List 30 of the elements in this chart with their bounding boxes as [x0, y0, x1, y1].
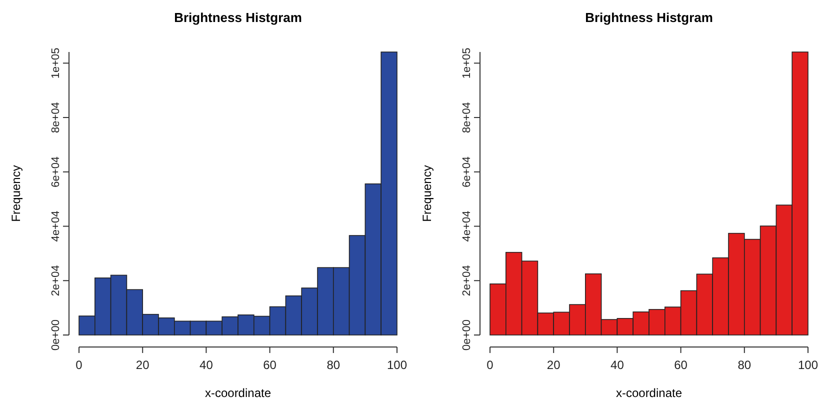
x-tick-label: 100 — [798, 358, 818, 372]
y-tick-label: 0e+00 — [461, 320, 473, 350]
y-tick-label: 0e+00 — [50, 320, 62, 350]
x-tick-label: 60 — [674, 358, 688, 372]
y-tick-label: 4e+04 — [50, 210, 62, 242]
y-tick-label: 1e+05 — [50, 48, 62, 79]
y-tick-label: 4e+04 — [461, 210, 473, 242]
y-tick-label: 2e+04 — [50, 265, 62, 296]
y-tick-label: 1e+05 — [461, 48, 473, 79]
y-tick-label: 6e+04 — [50, 156, 62, 188]
y-tick-label: 2e+04 — [461, 265, 473, 296]
y-tick-label: 8e+04 — [50, 102, 62, 133]
x-tick-label: 0 — [486, 358, 494, 372]
x-tick-label: 100 — [386, 358, 408, 372]
x-tick-label: 20 — [546, 358, 561, 372]
y-tick-label: 8e+04 — [461, 102, 473, 133]
x-tick-label: 80 — [326, 358, 340, 372]
x-tick-label: 40 — [610, 358, 624, 372]
x-tick-label: 80 — [738, 358, 752, 372]
y-axis-title: Frequency — [420, 165, 434, 222]
x-tick-label: 40 — [200, 358, 214, 372]
x-tick-label: 20 — [136, 358, 150, 372]
y-axis-title: Frequency — [9, 165, 23, 222]
x-tick-label: 60 — [263, 358, 277, 372]
chart-title: Brightness Histgram — [585, 10, 713, 25]
y-tick-label: 6e+04 — [461, 156, 473, 188]
chart-title: Brightness Histgram — [174, 10, 302, 25]
x-axis-title: x-coordinate — [616, 386, 682, 400]
x-axis-title: x-coordinate — [204, 386, 272, 400]
x-tick-label: 0 — [76, 358, 83, 372]
